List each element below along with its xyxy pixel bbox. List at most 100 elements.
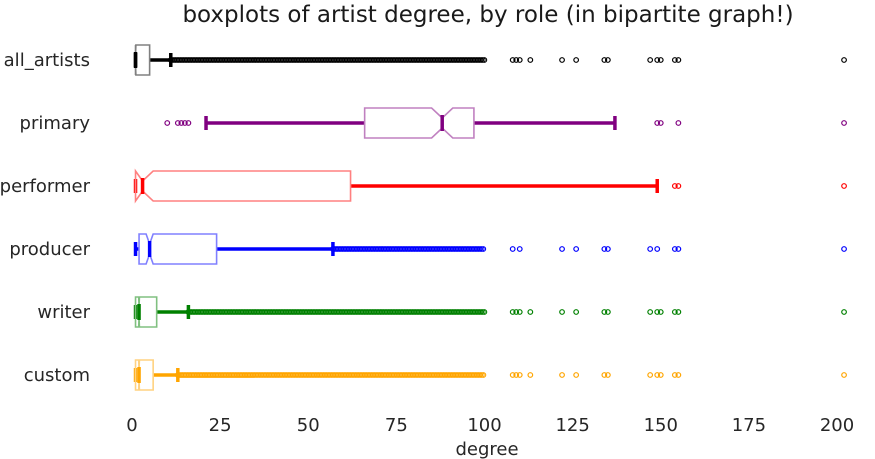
outlier-cluster [330, 246, 487, 252]
box-group-writer: writer [37, 296, 847, 328]
outlier-point [671, 183, 678, 189]
box-group-performer: performer [0, 168, 847, 204]
outlier-point [647, 57, 654, 63]
x-tick-label: 25 [209, 415, 232, 436]
outlier-point [527, 372, 534, 378]
box-group-producer: producer [9, 233, 847, 265]
box [363, 107, 475, 139]
box [134, 44, 151, 76]
outlier-point [601, 246, 608, 252]
outlier-point [675, 372, 682, 378]
outlier-point [509, 309, 516, 315]
box [134, 296, 158, 328]
x-tick-label: 150 [644, 415, 678, 436]
x-axis: 0 25 50 75 100 125 150 175 200 [126, 415, 854, 436]
outlier-point [601, 372, 608, 378]
outlier-point [675, 246, 682, 252]
outlier-point [671, 246, 678, 252]
outlier-point [654, 246, 661, 252]
outlier-point [604, 246, 611, 252]
outlier-point [675, 309, 682, 315]
outlier-point [841, 309, 847, 315]
outlier-point [675, 120, 682, 126]
x-tick-label: 75 [385, 415, 408, 436]
x-tick-label: 125 [555, 415, 589, 436]
outlier-point [841, 57, 847, 63]
y-category-label: primary [20, 113, 91, 134]
box [138, 233, 218, 265]
outlier-point [527, 309, 534, 315]
outlier-point [559, 57, 565, 63]
outlier-point [516, 309, 523, 315]
outlier-point [657, 372, 664, 378]
x-axis-label: degree [455, 439, 518, 459]
box-group-all-artists: all_artists [4, 44, 847, 76]
outlier-point [601, 309, 608, 315]
box-group-primary: primary [20, 107, 847, 139]
box-group-custom: custom [24, 359, 847, 391]
outlier-point [185, 120, 192, 126]
outlier-point [841, 372, 847, 378]
outlier-point [841, 246, 847, 252]
outlier-point [647, 246, 654, 252]
outlier-point [654, 57, 661, 63]
y-category-label: all_artists [4, 50, 90, 71]
outlier-point [573, 372, 580, 378]
y-category-label: producer [9, 239, 90, 260]
outlier-point [675, 57, 682, 63]
chart-title: boxplots of artist degree, by role (in b… [182, 2, 793, 28]
outlier-point [516, 57, 523, 63]
outlier-point [509, 246, 516, 252]
outlier-point [513, 57, 520, 63]
outlier-point [559, 309, 565, 315]
outlier-point [181, 120, 188, 126]
y-category-label: custom [24, 365, 90, 386]
outlier-point [647, 309, 654, 315]
outlier-point [174, 120, 181, 126]
x-tick-label: 100 [467, 415, 501, 436]
outlier-cluster [167, 57, 488, 63]
outlier-point [513, 309, 520, 315]
outlier-point [573, 309, 580, 315]
outlier-point [509, 372, 516, 378]
y-category-label: writer [37, 302, 90, 323]
outlier-point [841, 183, 847, 189]
outlier-cluster [174, 372, 487, 378]
outlier-point [841, 120, 847, 126]
outlier-point [164, 120, 171, 126]
outlier-point [559, 372, 565, 378]
outlier-point [604, 309, 611, 315]
outlier-point [675, 183, 682, 189]
outlier-point [604, 57, 611, 63]
outlier-point [509, 57, 516, 63]
outlier-point [671, 57, 678, 63]
x-tick-label: 50 [297, 415, 320, 436]
x-tick-label: 0 [126, 415, 137, 436]
box [134, 168, 352, 204]
y-category-label: performer [0, 176, 91, 197]
outlier-point [527, 57, 534, 63]
outlier-point [654, 309, 661, 315]
outlier-point [647, 372, 654, 378]
outlier-point [657, 309, 664, 315]
outlier-point [573, 246, 580, 252]
outlier-point [671, 372, 678, 378]
box [134, 359, 154, 391]
outlier-point [516, 372, 523, 378]
x-tick-label: 175 [732, 415, 766, 436]
outlier-point [601, 57, 608, 63]
outlier-point [654, 120, 661, 126]
outlier-point [657, 120, 664, 126]
outlier-point [513, 372, 520, 378]
outlier-point [657, 57, 664, 63]
outlier-point [178, 120, 185, 126]
outlier-point [516, 246, 523, 252]
outlier-point [604, 372, 611, 378]
x-tick-label: 200 [820, 415, 854, 436]
outlier-point [671, 309, 678, 315]
outlier-point [573, 57, 580, 63]
outlier-point [654, 372, 661, 378]
outlier-point [559, 246, 565, 252]
